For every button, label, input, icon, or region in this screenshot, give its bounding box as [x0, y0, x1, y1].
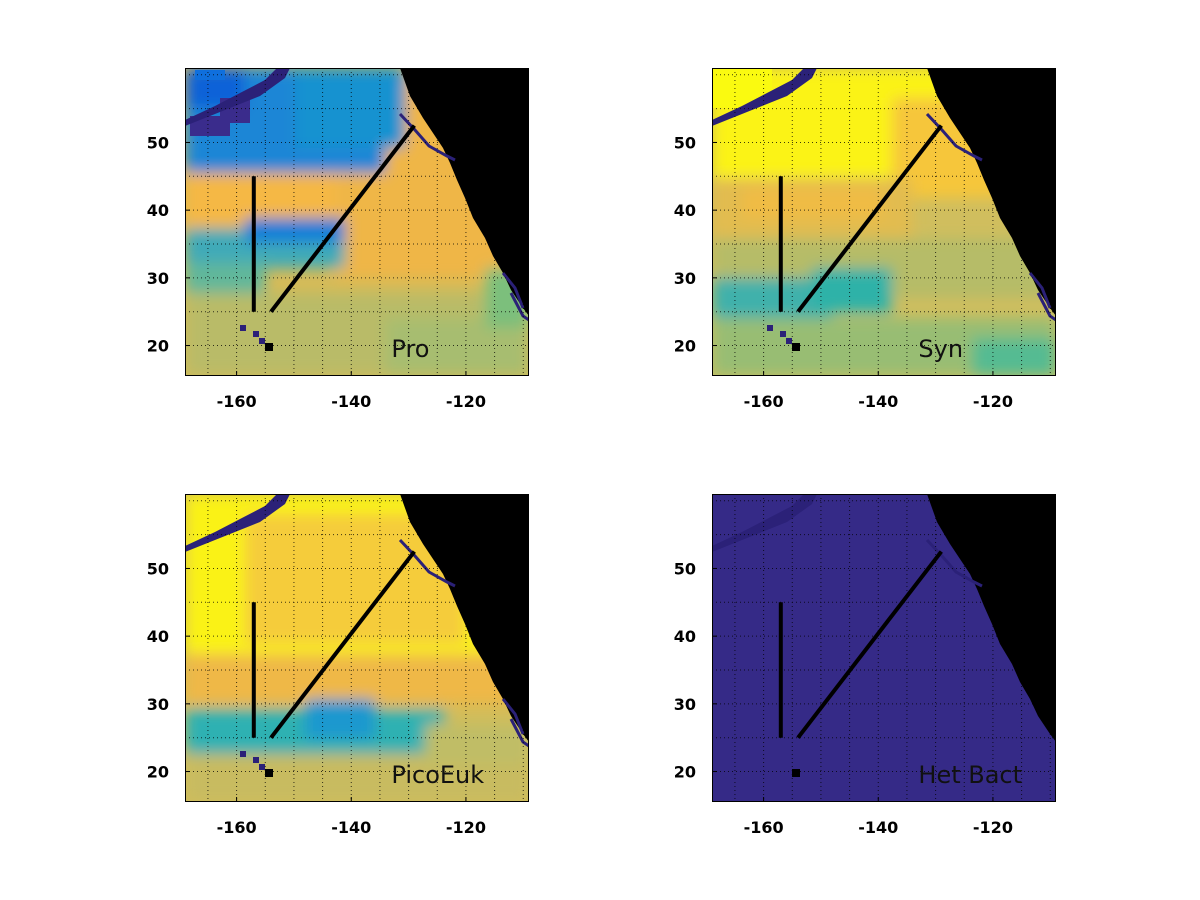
panel-axes: -160 -140 -120 20 30 40 50 PicoEuk — [147, 494, 529, 837]
y-tick-label: 40 — [147, 201, 169, 220]
panel-picoeuk — [185, 494, 529, 802]
grid — [712, 68, 1056, 376]
y-tick-label: 50 — [147, 133, 169, 152]
x-tick-label: -120 — [446, 392, 486, 411]
panel-label: Syn — [918, 335, 963, 363]
x-tick-label: -140 — [858, 392, 898, 411]
x-tick-label: -140 — [858, 818, 898, 837]
axes-frame — [185, 494, 529, 802]
transect-diagonal — [796, 550, 943, 739]
y-tick-label: 40 — [147, 627, 169, 646]
coastline-edge — [925, 538, 983, 588]
y-tick-label: 20 — [674, 337, 696, 356]
x-tick-label: -160 — [217, 392, 257, 411]
y-tick-label: 50 — [674, 133, 696, 152]
x-tick-label: -120 — [973, 818, 1013, 837]
y-tick-label: 20 — [147, 337, 169, 356]
axes-frame — [712, 494, 1056, 802]
y-tick-label: 20 — [147, 763, 169, 782]
axes-overlay: -160 -140 -120 20 30 40 50 Pro -160 -140 -120 20 30 4… — [147, 68, 1056, 837]
grid — [185, 494, 529, 802]
axes-frame — [185, 68, 529, 376]
y-tick-label: 20 — [674, 763, 696, 782]
y-tick-label: 30 — [674, 695, 696, 714]
panel-label: PicoEuk — [391, 761, 484, 789]
panel-label: Pro — [391, 335, 429, 363]
syn-field — [712, 68, 1056, 376]
axes-frame — [712, 68, 1056, 376]
y-tick-label: 30 — [674, 269, 696, 288]
panel-axes: -160 -140 -120 20 30 40 50 Het Bact — [674, 494, 1056, 837]
y-tick-label: 50 — [147, 559, 169, 578]
y-tick-label: 50 — [674, 559, 696, 578]
transect-diagonal — [269, 124, 416, 313]
x-tick-label: -120 — [446, 818, 486, 837]
transect-diagonal — [796, 124, 943, 313]
land-mass — [185, 494, 529, 777]
y-tick-label: 30 — [147, 269, 169, 288]
x-tick-label: -160 — [744, 392, 784, 411]
panel-pro — [185, 68, 529, 376]
transect-diagonal — [269, 550, 416, 739]
panel-axes: -160 -140 -120 20 30 40 50 Pro — [147, 68, 529, 411]
y-tick-label: 30 — [147, 695, 169, 714]
x-tick-label: -140 — [331, 818, 371, 837]
panel-syn — [712, 68, 1056, 376]
y-tick-label: 40 — [674, 201, 696, 220]
land-mass — [712, 494, 1056, 777]
grid — [185, 68, 529, 376]
grid — [712, 494, 1056, 802]
land-mass — [185, 68, 529, 351]
x-tick-label: -160 — [217, 818, 257, 837]
x-tick-label: -140 — [331, 392, 371, 411]
panel-label: Het Bact — [918, 761, 1022, 789]
panel-het-bact — [712, 494, 1056, 802]
x-tick-label: -120 — [973, 392, 1013, 411]
x-tick-label: -160 — [744, 818, 784, 837]
panel-axes: -160 -140 -120 20 30 40 50 Syn — [674, 68, 1056, 411]
land-mass — [712, 68, 1056, 351]
y-tick-label: 40 — [674, 627, 696, 646]
